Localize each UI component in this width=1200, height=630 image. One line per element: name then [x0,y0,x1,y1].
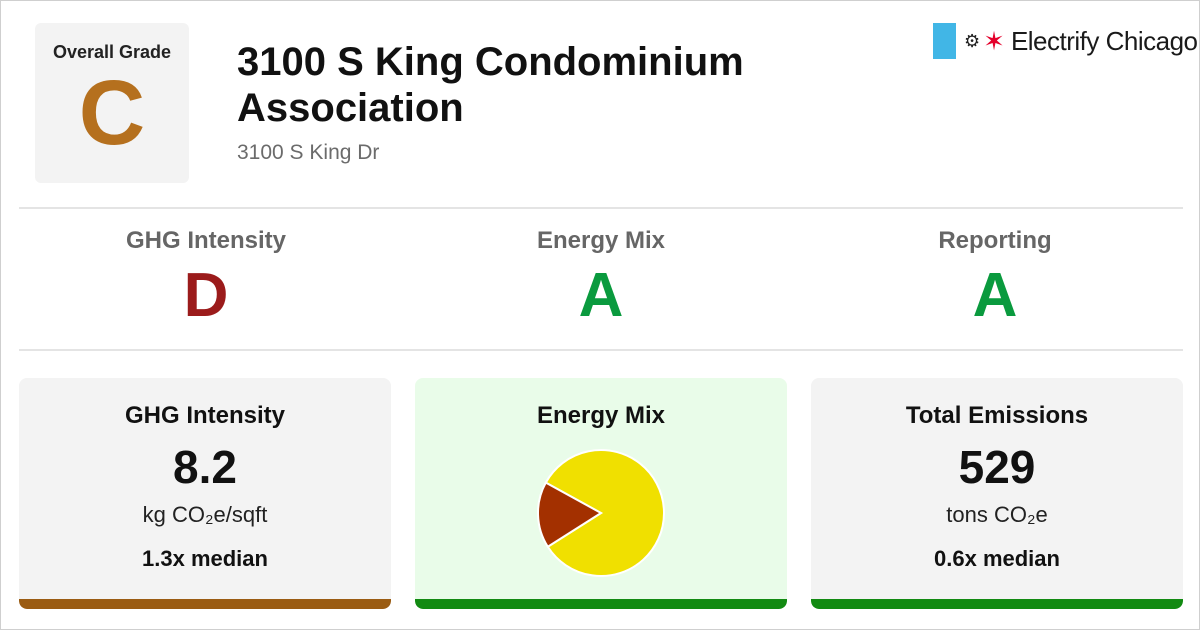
grade-color-bar [19,599,391,609]
subgrade-ghg-intensity: GHG Intensity D [9,227,403,327]
building-name: 3100 S King Condominium Association [237,40,744,130]
overall-grade-label: Overall Grade [52,42,172,62]
energy-mix-pie-chart [537,449,665,577]
divider [19,207,1183,209]
subgrade-reporting: Reporting A [798,227,1192,327]
grade-color-bar [811,599,1183,609]
building-address: 3100 S King Dr [237,141,380,164]
subgrade-label: GHG Intensity [125,227,287,254]
total-emissions-median: 0.6x median [934,546,1060,571]
total-emissions-unit: tons CO₂e [946,502,1048,527]
divider [19,349,1183,351]
red-star-icon: ✶ [983,26,1005,56]
ghg-intensity-unit: kg CO₂e/sqft [142,502,268,527]
brand-logo[interactable]: ⚙ ✶ Electrify Chicago [933,23,1198,59]
subgrade-letter: A [578,261,624,330]
ghg-intensity-median: 1.3x median [142,546,268,571]
subgrade-letter: D [183,261,229,330]
total-emissions-card: Total Emissions 529 tons CO₂e 0.6x media… [811,378,1183,609]
chicago-flag-icon [933,23,956,59]
subgrade-energy-mix: Energy Mix A [404,227,798,327]
pie-slice-1 [537,481,603,549]
pie-slice-0 [544,449,665,577]
card-title: GHG Intensity [124,402,286,429]
plug-icon: ⚙ [964,30,981,51]
overall-grade-letter: C [78,62,146,164]
ghg-intensity-card: GHG Intensity 8.2 kg CO₂e/sqft 1.3x medi… [19,378,391,609]
subgrade-label: Energy Mix [536,227,666,254]
total-emissions-value: 529 [958,441,1036,493]
card-title: Energy Mix [536,402,666,429]
grade-color-bar [415,599,787,609]
card-title: Total Emissions [905,402,1089,429]
subgrade-label: Reporting [938,227,1052,254]
subgrade-letter: A [972,261,1018,330]
brand-name: Electrify Chicago [1010,25,1198,56]
ghg-intensity-value: 8.2 [173,441,237,493]
overall-grade-box: Overall Grade C [35,23,189,183]
energy-mix-card: Energy Mix [415,378,787,609]
